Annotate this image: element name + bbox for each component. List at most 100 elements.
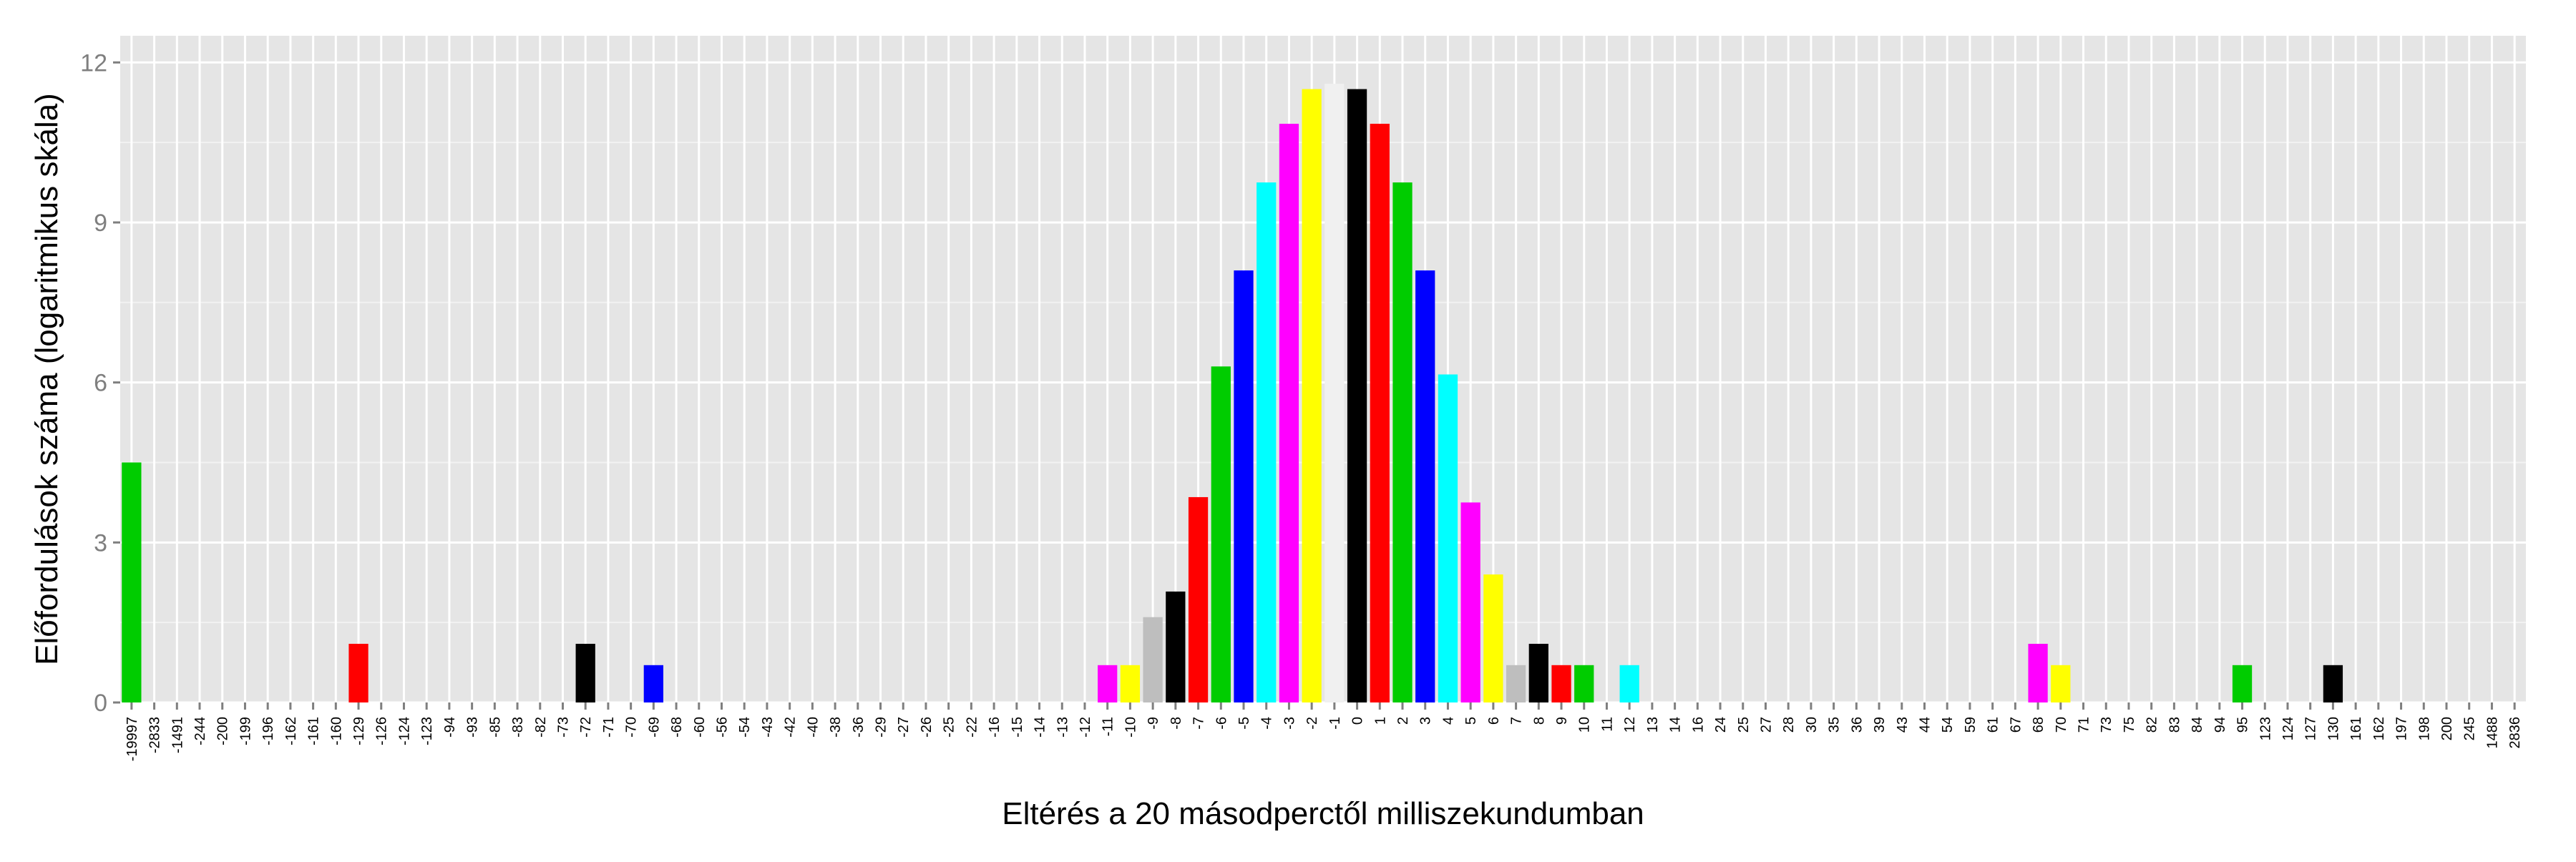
x-tick-label: 245 <box>2462 717 2478 740</box>
x-tick-label: 13 <box>1645 717 1661 733</box>
y-tick-label: 12 <box>80 49 107 77</box>
x-tick-label: -54 <box>737 717 753 738</box>
x-tick-label: -8 <box>1169 717 1184 730</box>
y-axis-title: Előfordulások száma (logaritmikus skála) <box>29 93 64 665</box>
x-tick-label: -60 <box>692 717 708 738</box>
x-tick-label: -160 <box>328 717 344 745</box>
x-tick-label: 44 <box>1918 717 1933 733</box>
bar <box>1279 124 1299 703</box>
minor-gridlines <box>120 142 2526 624</box>
bar <box>2232 665 2253 702</box>
bar <box>1528 643 1548 702</box>
bar <box>1619 665 1639 702</box>
bar <box>2028 643 2048 702</box>
bar <box>1370 124 1390 703</box>
y-tick-label: 3 <box>94 529 107 557</box>
x-tick-label: -36 <box>851 717 867 738</box>
bar <box>1392 182 1413 703</box>
x-tick-label: -22 <box>964 717 980 738</box>
x-tick-label: 70 <box>2054 717 2069 733</box>
x-tick-label: -11 <box>1101 717 1116 736</box>
x-tick-label: -83 <box>510 717 526 738</box>
x-tick-label: -244 <box>192 717 208 745</box>
bar <box>1574 665 1594 702</box>
x-tick-label: -9 <box>1146 717 1161 730</box>
x-tick-label: -43 <box>760 717 776 738</box>
x-tick-label: 25 <box>1736 717 1752 733</box>
bar <box>1460 502 1480 702</box>
x-tick-label: -27 <box>896 717 912 738</box>
bar <box>1098 665 1118 702</box>
x-tick-label: 27 <box>1758 717 1774 733</box>
x-tick-label: 4 <box>1440 717 1456 725</box>
x-tick-label: 8 <box>1531 717 1547 725</box>
bar <box>1166 591 1186 702</box>
bar <box>1302 89 1322 702</box>
x-tick-label: 10 <box>1577 717 1593 733</box>
bar <box>1188 496 1209 702</box>
x-tick-label: -7 <box>1191 717 1207 730</box>
bar <box>1120 665 1141 702</box>
bar <box>643 665 663 702</box>
x-tick-label: 28 <box>1781 717 1797 733</box>
bar <box>1211 366 1231 702</box>
x-tick-label: 9 <box>1554 717 1570 725</box>
x-tick-label: -123 <box>419 717 435 745</box>
x-tick-label: -200 <box>215 717 231 745</box>
x-tick-label: 197 <box>2394 717 2410 740</box>
x-tick-label: 162 <box>2371 717 2387 740</box>
x-tick-label: 84 <box>2190 717 2205 733</box>
x-tick-label: 2 <box>1395 717 1411 725</box>
x-tick-label: -161 <box>306 717 322 745</box>
x-tick-label: 6 <box>1486 717 1502 725</box>
bar <box>1324 84 1345 702</box>
x-tick-label: 71 <box>2077 717 2092 733</box>
x-tick-label: 75 <box>2122 717 2137 733</box>
x-tick-label: 30 <box>1804 717 1820 733</box>
x-tick-label: -26 <box>919 717 935 738</box>
x-tick-label: -1 <box>1327 717 1343 730</box>
x-tick-label: 61 <box>1986 717 2001 733</box>
x-tick-label: -196 <box>260 717 276 745</box>
bar <box>1551 665 1571 702</box>
x-tick-label: 127 <box>2303 717 2319 740</box>
x-tick-label: 67 <box>2008 717 2024 733</box>
x-tick-label: -56 <box>715 717 731 738</box>
x-tick-label: 3 <box>1418 717 1434 725</box>
bar <box>1438 374 1458 702</box>
bar <box>1143 617 1163 702</box>
x-tick-label: -2833 <box>147 717 163 753</box>
x-tick-label: 82 <box>2145 717 2160 733</box>
bar <box>1347 89 1367 702</box>
x-tick-label: 200 <box>2439 717 2455 740</box>
x-tick-label: 16 <box>1690 717 1706 733</box>
x-tick-label: -85 <box>487 717 503 738</box>
x-tick-label: 1 <box>1372 717 1388 725</box>
x-tick-label: 35 <box>1827 717 1843 733</box>
x-tick-label: -10 <box>1123 717 1138 738</box>
x-tick-label: -38 <box>828 717 844 738</box>
bar <box>1415 270 1435 703</box>
x-tick-label: -162 <box>283 717 299 745</box>
x-tick-label: 123 <box>2258 717 2273 740</box>
y-tick-label: 6 <box>94 370 107 397</box>
x-tick-label: 161 <box>2348 717 2364 740</box>
x-tick-label: 12 <box>1622 717 1638 733</box>
x-tick-label: -70 <box>624 717 640 738</box>
x-tick-label: 83 <box>2167 717 2182 733</box>
y-axis: 0 3 6 9 12 <box>80 49 120 717</box>
x-tick-label: -93 <box>465 717 481 738</box>
bar <box>2323 665 2343 702</box>
x-tick-label: -40 <box>805 717 821 738</box>
bar <box>1483 574 1503 702</box>
x-tick-label: -94 <box>442 717 458 738</box>
x-tick-label: 73 <box>2099 717 2114 733</box>
y-tick-label: 0 <box>94 690 107 717</box>
x-tick-label: -3 <box>1282 717 1297 730</box>
x-axis: -19997 -2833 -1491 -244 -200 -199 -196 -162 -161… <box>125 702 2523 761</box>
x-tick-label: 94 <box>2212 717 2228 733</box>
x-tick-label: -124 <box>396 717 412 745</box>
x-tick-label: 0 <box>1350 717 1366 725</box>
x-tick-label: -71 <box>601 717 617 738</box>
